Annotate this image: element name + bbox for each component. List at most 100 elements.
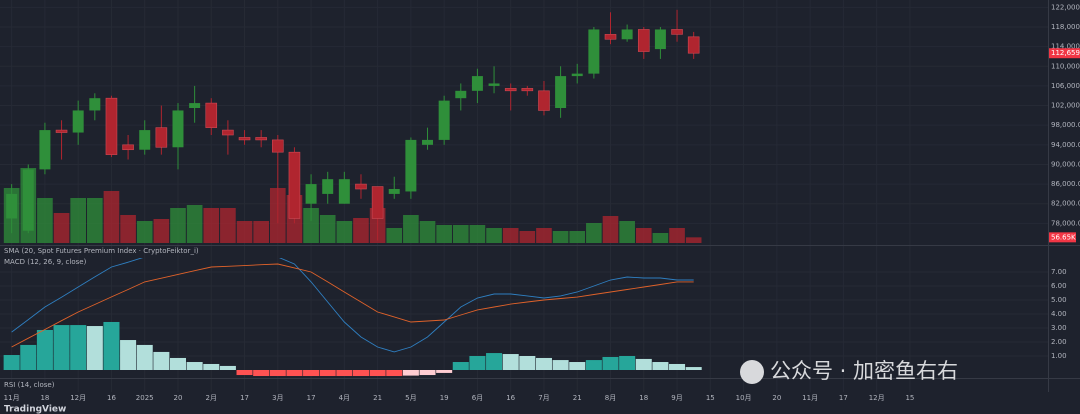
x-tick-label: 11月 xyxy=(802,394,818,402)
last-price-label: 112,659.58 xyxy=(1051,49,1080,57)
x-tick-label: 12月 xyxy=(869,394,885,402)
x-tick-label: 21 xyxy=(373,394,382,402)
candle-body xyxy=(272,139,284,153)
volume-bar xyxy=(336,221,353,243)
histogram-bar xyxy=(585,360,602,370)
histogram-bar xyxy=(70,325,87,370)
rsi-legend: RSI (14, close) xyxy=(4,381,55,389)
volume-bar xyxy=(87,198,103,243)
histogram-bar xyxy=(236,370,253,376)
y-tick-label: 106,000.00 xyxy=(1051,82,1080,90)
x-tick-label: 17 xyxy=(307,394,316,402)
volume-bar xyxy=(319,215,336,243)
volume-bar xyxy=(186,205,203,243)
candle-body xyxy=(122,144,134,151)
x-tick-label: 2月 xyxy=(206,394,217,402)
histogram-bar xyxy=(303,370,320,377)
candle-body xyxy=(322,179,334,194)
x-tick-label: 5月 xyxy=(405,394,416,402)
histogram-bar xyxy=(103,321,120,370)
histogram-bar xyxy=(369,370,386,377)
candle-body xyxy=(488,83,500,86)
histogram-bar xyxy=(120,340,137,370)
x-tick-label: 12月 xyxy=(70,394,86,402)
volume-bar xyxy=(635,228,652,243)
candle-body xyxy=(105,97,118,155)
watermark: 公众号 · 加密鱼右右 xyxy=(740,359,958,384)
y-tick-label: 3.00 xyxy=(1051,324,1067,332)
y-tick-label: 6.00 xyxy=(1051,282,1067,290)
volume-bar xyxy=(586,223,602,243)
volume-bar xyxy=(253,221,269,243)
histogram-bar xyxy=(436,370,453,373)
candle-body xyxy=(189,103,201,108)
volume-bar xyxy=(403,215,419,243)
y-tick-label: 98,000.00 xyxy=(1051,121,1080,129)
candle-body xyxy=(687,36,700,54)
candle-body xyxy=(422,139,434,145)
candle-body xyxy=(55,129,68,133)
histogram-bar xyxy=(635,358,652,370)
volume-bar xyxy=(236,221,253,243)
volume-bar xyxy=(619,221,635,243)
volume-bar xyxy=(502,228,519,243)
histogram-bar xyxy=(352,370,369,377)
candle-body xyxy=(504,88,517,92)
histogram-bar xyxy=(319,370,336,377)
last-price-box xyxy=(1049,48,1080,59)
candle-body xyxy=(455,90,467,99)
histogram-bar xyxy=(519,356,536,370)
y-tick-label: 94,000.00 xyxy=(1051,141,1080,149)
histogram-bar xyxy=(53,325,70,370)
volume-bar xyxy=(136,221,153,243)
histogram-bar xyxy=(502,354,519,370)
candle-body xyxy=(571,73,583,77)
macd-line xyxy=(11,263,694,348)
candle-body xyxy=(621,29,633,40)
candle-body xyxy=(538,90,550,111)
candle-body xyxy=(205,102,218,128)
volume-bar xyxy=(436,225,452,243)
candle-body xyxy=(521,88,534,92)
candle-body xyxy=(471,76,483,91)
volume-bar xyxy=(652,233,669,243)
y-tick-label: 4.00 xyxy=(1051,310,1067,318)
histogram-bar xyxy=(253,370,270,377)
x-tick-label: 17 xyxy=(839,394,848,402)
macd-legend: MACD (12, 26, 9, close) xyxy=(4,258,87,266)
volume-bar xyxy=(519,231,536,243)
y-tick-label: 90,000.00 xyxy=(1051,160,1080,168)
candle-body xyxy=(155,127,168,148)
candle-body xyxy=(72,110,84,133)
x-tick-label: 16 xyxy=(506,394,515,402)
histogram-bar xyxy=(669,363,686,370)
histogram-bar xyxy=(602,356,619,370)
volume-label: 56.65K xyxy=(1051,233,1076,241)
volume-bar xyxy=(353,218,369,243)
histogram-bar xyxy=(569,362,586,370)
volume-bar xyxy=(103,191,120,243)
candle-body xyxy=(288,151,301,219)
candle-body xyxy=(371,186,384,219)
y-tick-label: 110,000.00 xyxy=(1051,62,1080,70)
volume-bar xyxy=(53,213,70,243)
y-tick-label: 114,000.00 xyxy=(1051,43,1080,51)
x-tick-label: 18 xyxy=(40,394,49,402)
candle-body xyxy=(39,130,51,170)
macd-line xyxy=(11,258,694,353)
candle-body xyxy=(6,193,18,219)
x-tick-label: 19 xyxy=(440,394,449,402)
candle-body xyxy=(654,29,666,50)
volume-bar xyxy=(37,198,53,243)
x-tick-label: 2025 xyxy=(136,394,154,402)
y-tick-label: 118,000.00 xyxy=(1051,23,1080,31)
histogram-bar xyxy=(336,370,353,377)
candle-body xyxy=(388,189,400,194)
candle-body xyxy=(255,137,267,141)
candle-body xyxy=(305,184,317,204)
macd-pane xyxy=(0,258,1048,377)
histogram-bar xyxy=(36,329,53,370)
volume-label-box xyxy=(1049,232,1076,243)
